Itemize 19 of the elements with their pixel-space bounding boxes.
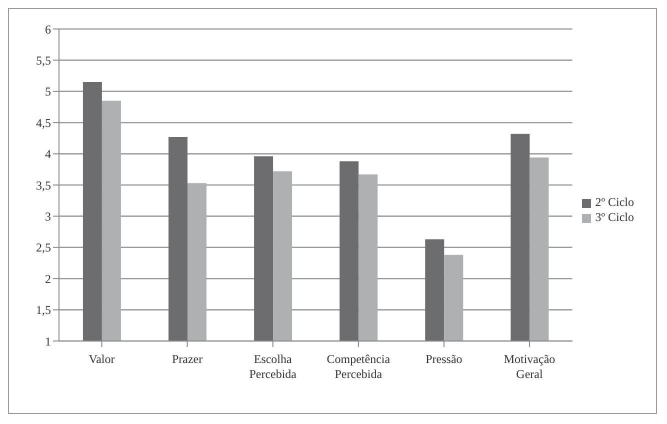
x-tick-label: Pressão (426, 352, 462, 366)
x-tick-label: Prazer (172, 352, 203, 366)
y-tick-label: 6 (45, 22, 51, 36)
y-tick-label: 4,5 (36, 116, 51, 130)
y-tick-label: 1,5 (36, 303, 51, 318)
y-tick-label: 3,5 (36, 178, 51, 192)
legend-label: 2º Ciclo (595, 195, 634, 209)
x-tick-label: Motivação Geral (504, 352, 556, 381)
y-tick-label: 5,5 (36, 53, 51, 68)
y-tick-label: 2,5 (36, 240, 51, 255)
x-tick-label: Competência Percebida (326, 352, 391, 381)
y-tick-label: 5 (45, 84, 51, 99)
legend-label: 3º Ciclo (595, 210, 634, 224)
y-tick-label: 2 (45, 272, 51, 286)
y-tick-label: 3 (45, 209, 51, 224)
x-tick-label: Escolha Percebida (249, 352, 298, 381)
y-tick-label: 4 (45, 147, 51, 162)
y-tick-label: 1 (45, 334, 51, 348)
x-tick-label: Valor (88, 352, 115, 366)
